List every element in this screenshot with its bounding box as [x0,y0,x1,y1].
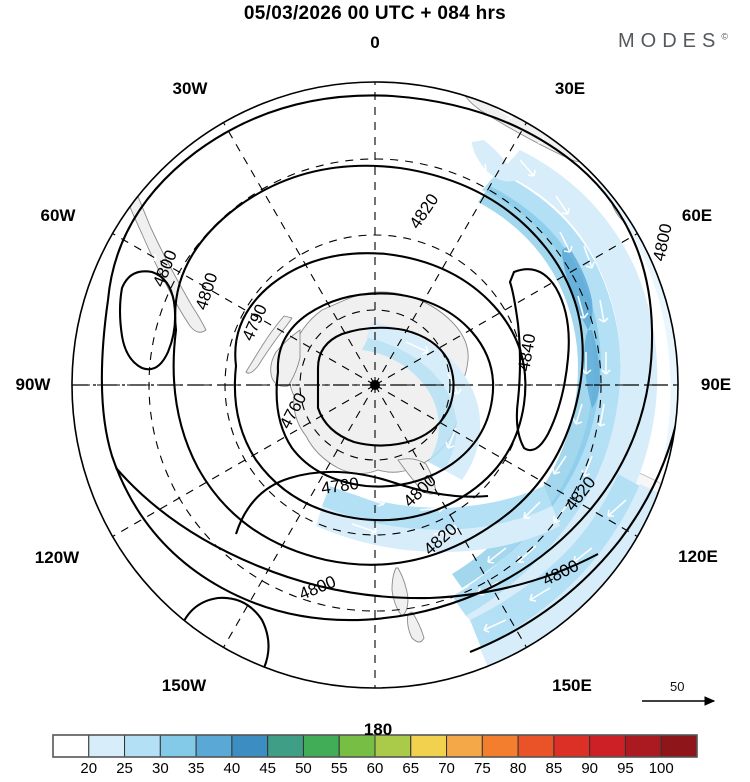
scale-vector [642,696,716,706]
contour-label: 4800 [649,222,675,263]
colorbar-swatch[interactable] [410,734,448,758]
lon-label-30w: 30W [172,79,208,98]
colorbar-ticklabels: 20 25 30 35 40 45 50 55 60 65 70 75 80 85 90 95 100 [0,760,750,782]
colorbar-tick-label: 70 [438,760,455,777]
colorbar-tick-label: 80 [509,760,527,777]
lon-label-120e: 120E [678,547,718,566]
colorbar-tick-label: 100 [648,760,674,777]
colorbar[interactable] [52,734,698,758]
colorbar-tick-label: 20 [80,760,98,777]
lon-label-60e: 60E [681,206,713,225]
pole-marker [370,380,380,390]
lon-label-60w: 60W [40,206,76,225]
colorbar-swatch[interactable] [88,734,126,758]
copyright-mark: © [721,31,728,42]
lon-label-150w: 150W [161,676,207,695]
lon-label-180: 180 [363,720,393,739]
modes-logo-text: MODES [618,30,722,52]
colorbar-tick-label: 60 [366,760,384,777]
modes-logo: MODES© [618,30,728,53]
colorbar-swatch[interactable] [624,734,662,758]
colorbar-tick-label: 55 [330,760,348,777]
colorbar-swatch[interactable] [517,734,555,758]
map-boundary-circle [71,81,679,689]
colorbar-frame [52,734,698,758]
colorbar-tick-label: 50 [295,760,312,777]
colorbar-tick-label: 85 [545,760,563,777]
colorbar-swatch[interactable] [159,734,197,758]
colorbar-swatch[interactable] [302,734,340,758]
colorbar-swatch[interactable] [195,734,233,758]
map-disc [72,82,678,688]
lon-label-90w: 90W [15,375,51,394]
lon-label-30e: 30E [554,79,586,98]
colorbar-tick-label: 35 [187,760,205,777]
colorbar-swatch[interactable] [660,734,698,758]
colorbar-tick-label: 90 [581,760,598,777]
colorbar-swatch[interactable] [124,734,161,758]
scale-vector-label: 50 [670,679,685,694]
colorbar-swatch[interactable] [267,734,304,758]
colorbar-tick-label: 40 [223,760,241,777]
lon-label-120w: 120W [34,548,80,567]
colorbar-swatch[interactable] [231,734,269,758]
colorbar-tick-label: 30 [151,760,169,777]
colorbar-swatch[interactable] [553,734,591,758]
colorbar-tick-label: 95 [617,760,634,777]
lon-label-150e: 150E [552,676,592,695]
colorbar-tick-label: 65 [402,760,420,777]
colorbar-swatch[interactable] [52,734,90,758]
colorbar-tick-label: 25 [116,760,133,777]
lon-label-90e: 90E [700,375,732,394]
page-title: 05/03/2026 00 UTC + 084 hrs [243,3,507,24]
colorbar-tick-label: 45 [259,760,276,777]
colorbar-swatch[interactable] [446,734,483,758]
lon-label-0: 0 [370,33,380,52]
colorbar-swatch[interactable] [589,734,626,758]
colorbar-swatch[interactable] [481,734,519,758]
colorbar-tick-label: 75 [473,760,491,777]
